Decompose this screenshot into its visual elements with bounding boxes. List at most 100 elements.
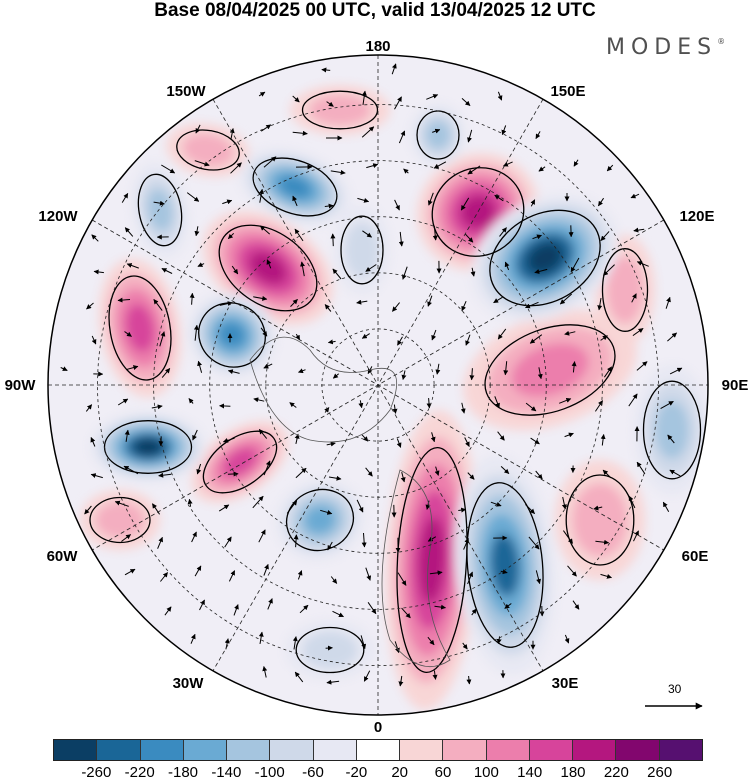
coastline	[381, 469, 451, 668]
wind-vector	[366, 163, 379, 169]
wind-vector	[161, 368, 171, 378]
wind-vector	[161, 164, 176, 174]
anomaly-contour	[572, 483, 628, 557]
wind-vector	[86, 302, 94, 310]
streamline	[137, 173, 183, 247]
wind-vector	[117, 297, 131, 303]
wind-vector	[197, 360, 203, 373]
wind-vector	[525, 402, 537, 412]
wind-vector	[222, 199, 233, 205]
wind-vector	[502, 161, 513, 167]
lon-label-180: 180	[365, 38, 390, 55]
wind-vector	[194, 226, 200, 237]
colorbar-tick-label: 260	[647, 764, 673, 781]
wind-vector	[594, 400, 604, 412]
wind-vector	[125, 365, 139, 371]
wind-vector	[326, 679, 340, 685]
wind-vector	[633, 227, 645, 233]
wind-vector	[467, 472, 475, 480]
streamline	[601, 248, 649, 332]
wind-vector	[358, 400, 364, 409]
lon-label-30w: 30W	[173, 675, 205, 692]
wind-vector	[361, 333, 370, 339]
streamline	[340, 215, 384, 285]
colorbar-tick-label: 20	[391, 764, 408, 781]
wind-vector	[397, 336, 403, 346]
wind-vector	[465, 334, 471, 346]
wind-vector	[401, 607, 411, 619]
wind-vector	[121, 192, 129, 203]
wind-vector	[300, 261, 305, 277]
wind-vector	[636, 461, 646, 475]
wind-vector	[600, 434, 606, 446]
anomaly-contour	[147, 188, 173, 232]
wind-vector	[429, 570, 443, 576]
wind-vector	[297, 570, 303, 580]
reference-vector-arrow-icon	[645, 702, 703, 710]
wind-vector	[229, 128, 235, 140]
wind-vector	[294, 228, 304, 242]
colorbar-tick-label: -20	[345, 764, 368, 781]
wind-vector	[394, 199, 400, 211]
colorbar-tick-label: 100	[473, 764, 499, 781]
wind-vector	[504, 261, 510, 271]
wind-vector	[324, 304, 332, 312]
wind-vector	[153, 200, 165, 206]
wind-vector	[501, 125, 507, 136]
wind-vector	[188, 398, 194, 404]
wind-vector	[464, 437, 470, 447]
anomaly-contour	[490, 533, 520, 597]
wind-vector	[295, 333, 301, 341]
wind-vector	[258, 631, 264, 644]
wind-vector	[363, 670, 371, 682]
anomaly-contour	[655, 401, 689, 459]
wind-vector	[600, 231, 610, 241]
wind-vector	[326, 101, 334, 107]
colorbar-tick-label: -260	[81, 764, 112, 781]
wind-vector	[258, 91, 266, 97]
wind-vector	[530, 437, 540, 445]
lon-label-120e: 120E	[679, 208, 714, 225]
wind-vector	[503, 361, 509, 376]
wind-vector	[258, 529, 266, 543]
wind-vector	[299, 604, 309, 614]
wind-vector	[197, 262, 205, 267]
wind-vector	[93, 269, 104, 275]
wind-vector	[266, 259, 272, 269]
colorbar-segment	[486, 740, 530, 760]
wind-vector	[425, 500, 431, 510]
wind-vector	[292, 95, 300, 103]
wind-vector	[367, 602, 377, 615]
wind-vector	[124, 331, 132, 337]
colorbar-tick-label: -220	[124, 764, 155, 781]
lon-label-60w: 60W	[47, 548, 79, 565]
wind-vector	[327, 339, 336, 345]
wind-vector	[324, 203, 334, 209]
wind-vector	[462, 642, 468, 650]
wind-vector	[467, 571, 474, 585]
wind-vector	[559, 398, 572, 404]
anomaly-contour	[460, 195, 496, 229]
wind-vector	[151, 503, 161, 515]
wind-vector	[326, 441, 336, 447]
wind-vector	[321, 67, 331, 73]
wind-vector	[431, 329, 437, 341]
wind-vector	[60, 366, 68, 371]
wind-vector	[458, 507, 467, 513]
anomaly-contour	[309, 94, 371, 126]
wind-vector	[499, 227, 507, 237]
colorbar-segment	[227, 740, 271, 760]
streamline	[252, 157, 338, 217]
wind-vector	[332, 610, 344, 618]
wind-vector	[600, 573, 612, 579]
wind-vector	[432, 670, 438, 680]
wind-vector	[633, 530, 639, 542]
wind-vector	[194, 160, 210, 167]
colorbar-tick-label: 220	[603, 764, 629, 781]
wind-vector	[294, 433, 300, 445]
colorbar-tick-label: -100	[254, 764, 285, 781]
wind-vector	[218, 504, 230, 512]
wind-vector	[667, 332, 677, 342]
wind-vector	[151, 404, 163, 410]
wind-vector	[400, 471, 406, 483]
